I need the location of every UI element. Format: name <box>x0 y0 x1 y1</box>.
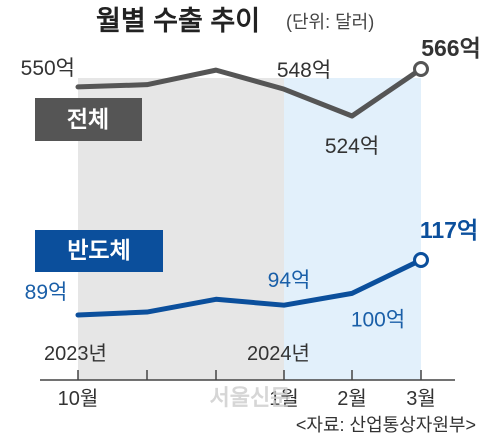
year-2024-background <box>284 78 421 380</box>
end-point-marker <box>413 252 429 268</box>
source-note: <자료: 산업통상자원부> <box>296 415 476 435</box>
chart-unit: (단위: 달러) <box>286 12 374 32</box>
data-label: 566억 <box>421 35 481 61</box>
end-point-marker <box>413 61 429 77</box>
series-label-total: 전체 <box>67 106 109 132</box>
watermark: 서울신문 <box>210 385 291 410</box>
x-axis-ticks <box>77 370 422 380</box>
x-axis-tick-labels: 10월 1월 2월 3월 <box>58 387 436 410</box>
x-tick-label: 10월 <box>58 387 99 410</box>
data-label: 100억 <box>351 308 405 331</box>
line-series-total <box>75 66 424 119</box>
x-tick-label: 1월 <box>269 387 299 410</box>
x-tick-label: 3월 <box>406 387 436 410</box>
data-label: 550억 <box>21 57 75 80</box>
series-label-total-bg <box>35 98 142 141</box>
data-label: 89억 <box>25 281 68 304</box>
x-tick-label: 2월 <box>337 387 367 410</box>
data-label: 117억 <box>420 217 478 243</box>
series-group <box>75 61 429 318</box>
year-label-2024: 2024년 <box>247 342 310 365</box>
series-label-semiconductor-bg <box>35 230 163 272</box>
series-label-semiconductor: 반도체 <box>67 237 130 263</box>
line-series-semiconductor <box>75 257 424 318</box>
data-label: 94억 <box>268 269 311 292</box>
data-label: 524억 <box>325 135 379 158</box>
chart-title: 월별 수출 추이 <box>96 6 260 36</box>
data-labels: 550억 548억 524억 566억 89억 94억 100억 117억 <box>21 35 481 331</box>
data-label: 548억 <box>277 59 331 82</box>
year-label-2023: 2023년 <box>44 342 107 365</box>
